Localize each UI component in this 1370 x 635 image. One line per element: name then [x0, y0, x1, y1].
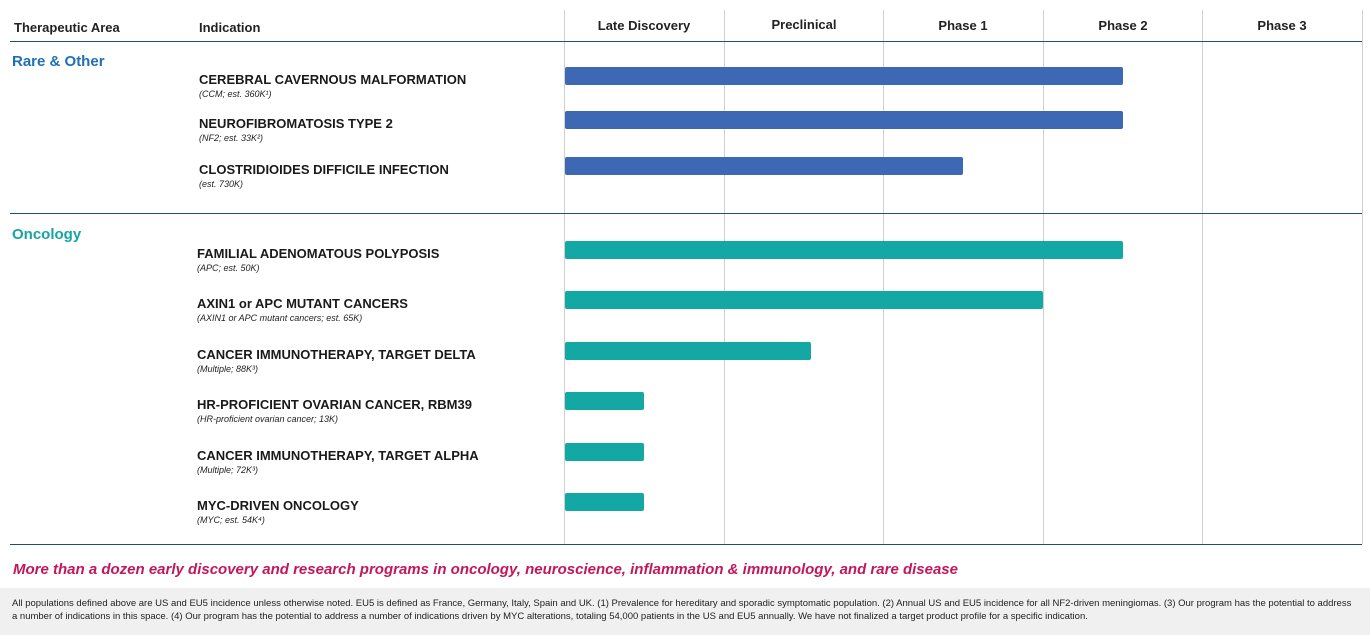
- stage-gridline: [564, 10, 565, 544]
- program-bar: [565, 493, 644, 511]
- therapeutic-area-header: Therapeutic Area: [14, 20, 120, 35]
- stage-header-phase-2: Phase 2: [1098, 18, 1148, 33]
- indication-name: MYC-DRIVEN ONCOLOGY: [197, 498, 359, 513]
- section-divider: [10, 213, 1362, 214]
- indication-label: MYC-DRIVEN ONCOLOGY (MYC; est. 54K⁴): [197, 498, 359, 525]
- indication-detail: (APC; est. 50K): [197, 263, 260, 273]
- section-divider: [10, 544, 1362, 545]
- stage-header-late-discovery: Late Discovery: [597, 18, 691, 33]
- indication-label: AXIN1 or APC MUTANT CANCERS (AXIN1 or APC…: [197, 296, 408, 323]
- stage-gridline: [724, 10, 725, 544]
- indication-label: CLOSTRIDIOIDES DIFFICILE INFECTION (est. …: [199, 162, 449, 189]
- indication-name: CEREBRAL CAVERNOUS MALFORMATION: [199, 72, 467, 87]
- program-bar: [565, 241, 1123, 259]
- program-bar: [565, 67, 1123, 85]
- indication-label: HR-PROFICIENT OVARIAN CANCER, RBM39 (HR-p…: [197, 397, 472, 424]
- section-divider: [10, 41, 1362, 42]
- stage-header-preclinical: Preclinical: [771, 17, 837, 32]
- program-bar: [565, 342, 811, 360]
- indication-label: CANCER IMMUNOTHERAPY, TARGET DELTA (Multi…: [197, 347, 476, 374]
- indication-detail: (NF2; est. 33K²): [199, 133, 264, 143]
- indication-detail: (Multiple; 72K³): [197, 465, 259, 475]
- stage-gridline: [883, 10, 884, 544]
- stage-gridline: [1043, 10, 1044, 544]
- therapeutic-area-label: Oncology: [12, 226, 82, 243]
- program-bar: [565, 291, 1043, 309]
- footnote: All populations defined above are US and…: [0, 588, 1370, 635]
- indication-detail: (CCM; est. 360K¹): [199, 89, 272, 99]
- indication-name: NEUROFIBROMATOSIS TYPE 2: [199, 116, 393, 131]
- indication-label: CEREBRAL CAVERNOUS MALFORMATION (CCM; est…: [199, 72, 466, 99]
- indication-name: CLOSTRIDIOIDES DIFFICILE INFECTION: [199, 162, 449, 177]
- stage-header-phase-1: Phase 1: [938, 18, 988, 33]
- indication-name: AXIN1 or APC MUTANT CANCERS: [197, 296, 408, 311]
- stage-header-phase-3: Phase 3: [1257, 18, 1307, 33]
- indication-label: FAMILIAL ADENOMATOUS POLYPOSIS (APC; est.…: [197, 246, 439, 273]
- indication-name: FAMILIAL ADENOMATOUS POLYPOSIS: [197, 246, 440, 261]
- indication-label: CANCER IMMUNOTHERAPY, TARGET ALPHA (Multi…: [197, 448, 479, 475]
- tagline: More than a dozen early discovery and re…: [13, 561, 958, 578]
- indication-detail: (Multiple; 88K³): [197, 364, 259, 374]
- indication-name: HR-PROFICIENT OVARIAN CANCER, RBM39: [197, 397, 472, 412]
- indication-detail: (AXIN1 or APC mutant cancers; est. 65K): [197, 313, 363, 323]
- indication-name: CANCER IMMUNOTHERAPY, TARGET ALPHA: [197, 448, 479, 463]
- program-bar: [565, 157, 963, 175]
- indication-header: Indication: [199, 20, 261, 35]
- stage-gridline: [1362, 10, 1363, 544]
- indication-detail: (MYC; est. 54K⁴): [197, 515, 265, 525]
- program-bar: [565, 111, 1123, 129]
- indication-detail: (est. 730K): [199, 179, 244, 189]
- pipeline-chart: Therapeutic Area Indication Late Discove…: [10, 10, 1363, 545]
- program-bar: [565, 392, 644, 410]
- program-bar: [565, 443, 644, 461]
- therapeutic-area-label: Rare & Other: [12, 53, 105, 70]
- stage-gridline: [1202, 10, 1203, 544]
- indication-name: CANCER IMMUNOTHERAPY, TARGET DELTA: [197, 347, 476, 362]
- indication-detail: (HR-proficient ovarian cancer; 13K): [197, 414, 339, 424]
- indication-label: NEUROFIBROMATOSIS TYPE 2 (NF2; est. 33K²): [199, 116, 393, 143]
